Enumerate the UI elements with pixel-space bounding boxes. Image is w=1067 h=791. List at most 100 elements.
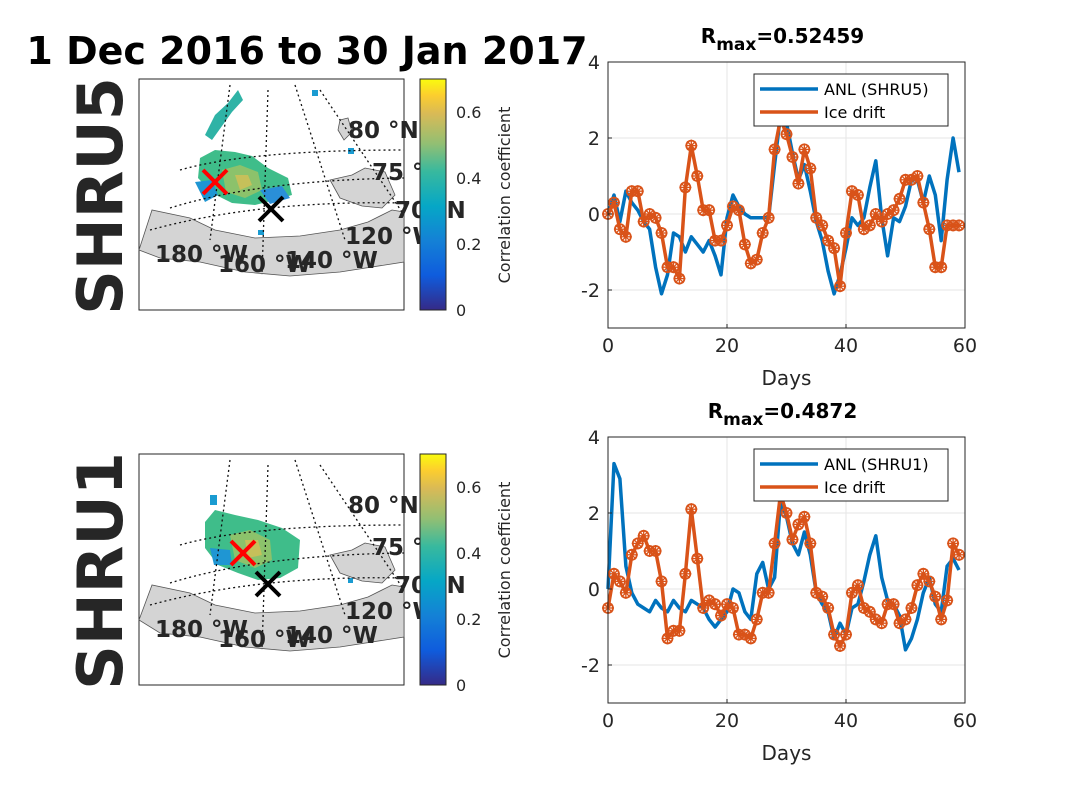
lon-label-160: 160 °W: [218, 252, 311, 278]
data-point: [649, 545, 662, 557]
point-marker-spoke: [936, 614, 946, 625]
legend: ANL (SHRU5) Ice drift: [753, 73, 949, 127]
data-point: [911, 170, 924, 182]
point-marker-spoke: [656, 576, 667, 587]
point-marker-spoke: [704, 205, 714, 215]
lat-label-80: 80 °N: [348, 493, 419, 519]
y-tick-label: -2: [581, 280, 600, 302]
point-marker-spoke: [716, 235, 726, 246]
legend-box: [753, 73, 949, 127]
axes-box: [607, 61, 966, 329]
point-marker-spoke: [787, 152, 798, 162]
point-marker-spoke: [793, 178, 804, 189]
point-marker-spoke: [924, 224, 935, 234]
data-point: [917, 567, 930, 580]
point-marker-spoke: [680, 182, 691, 193]
point-marker-spoke: [948, 538, 958, 549]
point-marker-spoke: [728, 603, 738, 613]
point-marker-spoke: [627, 550, 637, 560]
data-point: [637, 215, 650, 228]
point-marker-spoke: [835, 281, 845, 291]
point-marker-spoke: [716, 610, 726, 621]
data-point: [953, 219, 966, 232]
data-point: [738, 238, 751, 251]
point-marker-spoke: [876, 618, 887, 628]
point-marker-spoke: [734, 205, 744, 215]
data-point: [893, 192, 906, 205]
data-point: [887, 598, 900, 611]
point-marker-spoke: [746, 258, 756, 269]
point-marker-spoke: [710, 599, 720, 609]
point-marker-spoke: [841, 629, 851, 640]
point-marker-spoke: [633, 186, 643, 196]
point-marker-spoke: [823, 603, 833, 613]
data-point: [631, 537, 644, 550]
station-label: SHRU1: [64, 452, 137, 690]
lon-label-160: 160 °W: [218, 627, 311, 653]
point-marker-spoke: [787, 534, 798, 545]
site-markers: [201, 168, 285, 223]
point-marker-spoke: [865, 607, 875, 617]
x-tick-label: 0: [602, 710, 614, 732]
data-point: [840, 628, 852, 641]
colorbar-gradient: [419, 453, 447, 686]
point-marker-spoke: [621, 588, 631, 598]
lon-label-180: 180 °W: [155, 242, 248, 268]
data-point: [655, 227, 668, 239]
data-point: [721, 598, 733, 611]
chart-title: Rmax=0.52459: [701, 24, 864, 55]
data-point: [875, 215, 888, 228]
data-point: [798, 510, 811, 523]
data-point: [661, 632, 674, 645]
data-point: [804, 537, 817, 550]
data-point: [947, 537, 960, 550]
data-point: [816, 219, 829, 232]
data-point: [923, 223, 936, 236]
colorbar-tick: 0.6: [456, 478, 481, 497]
legend-label: Ice drift: [824, 103, 885, 122]
point-marker-spoke: [888, 205, 899, 215]
data-point: [929, 590, 942, 603]
point-marker-spoke: [621, 232, 631, 242]
point-marker-spoke: [894, 194, 905, 204]
x-tick-label: 0: [602, 335, 614, 357]
legend: ANL (SHRU1) Ice drift: [753, 448, 949, 502]
y-tick-label: -2: [581, 655, 600, 677]
point-marker-spoke: [692, 171, 702, 181]
data-point: [655, 575, 668, 588]
point-marker-spoke: [769, 144, 780, 155]
data-point: [798, 143, 811, 156]
data-point: [673, 624, 686, 637]
point-marker-spoke: [722, 599, 732, 609]
legend-box: [753, 448, 949, 502]
data-point: [816, 590, 829, 603]
point-marker-spoke: [781, 129, 792, 139]
point-marker-spoke: [859, 603, 869, 613]
colorbar: 0 0.2 0.4 0.6 Correlation coefficient: [419, 78, 514, 320]
point-marker-spoke: [722, 220, 732, 231]
point-marker-spoke: [847, 186, 857, 196]
point-marker-spoke: [906, 603, 917, 613]
data-point: [679, 181, 692, 194]
point-marker-spoke: [686, 504, 697, 514]
y-tick-label: 4: [588, 52, 600, 74]
data-point: [851, 189, 864, 201]
colorbar-label: Correlation coefficient: [495, 482, 514, 659]
legend-label: ANL (SHRU1): [824, 455, 929, 474]
y-tick-label: 2: [588, 503, 600, 525]
point-marker-spoke: [853, 190, 863, 200]
data-point: [923, 575, 936, 588]
point-marker-spoke: [752, 614, 762, 625]
point-marker-spoke: [918, 569, 929, 579]
data-point: [619, 230, 632, 243]
data-point: [667, 261, 680, 274]
point-marker-spoke: [811, 588, 821, 598]
point-marker-spoke: [674, 273, 685, 284]
colorbar-tick: 0.6: [456, 103, 481, 122]
data-point: [834, 640, 847, 652]
point-marker-spoke: [615, 576, 625, 587]
point-marker-spoke: [740, 239, 750, 250]
point-marker-spoke: [763, 588, 774, 598]
data-point: [780, 128, 793, 141]
